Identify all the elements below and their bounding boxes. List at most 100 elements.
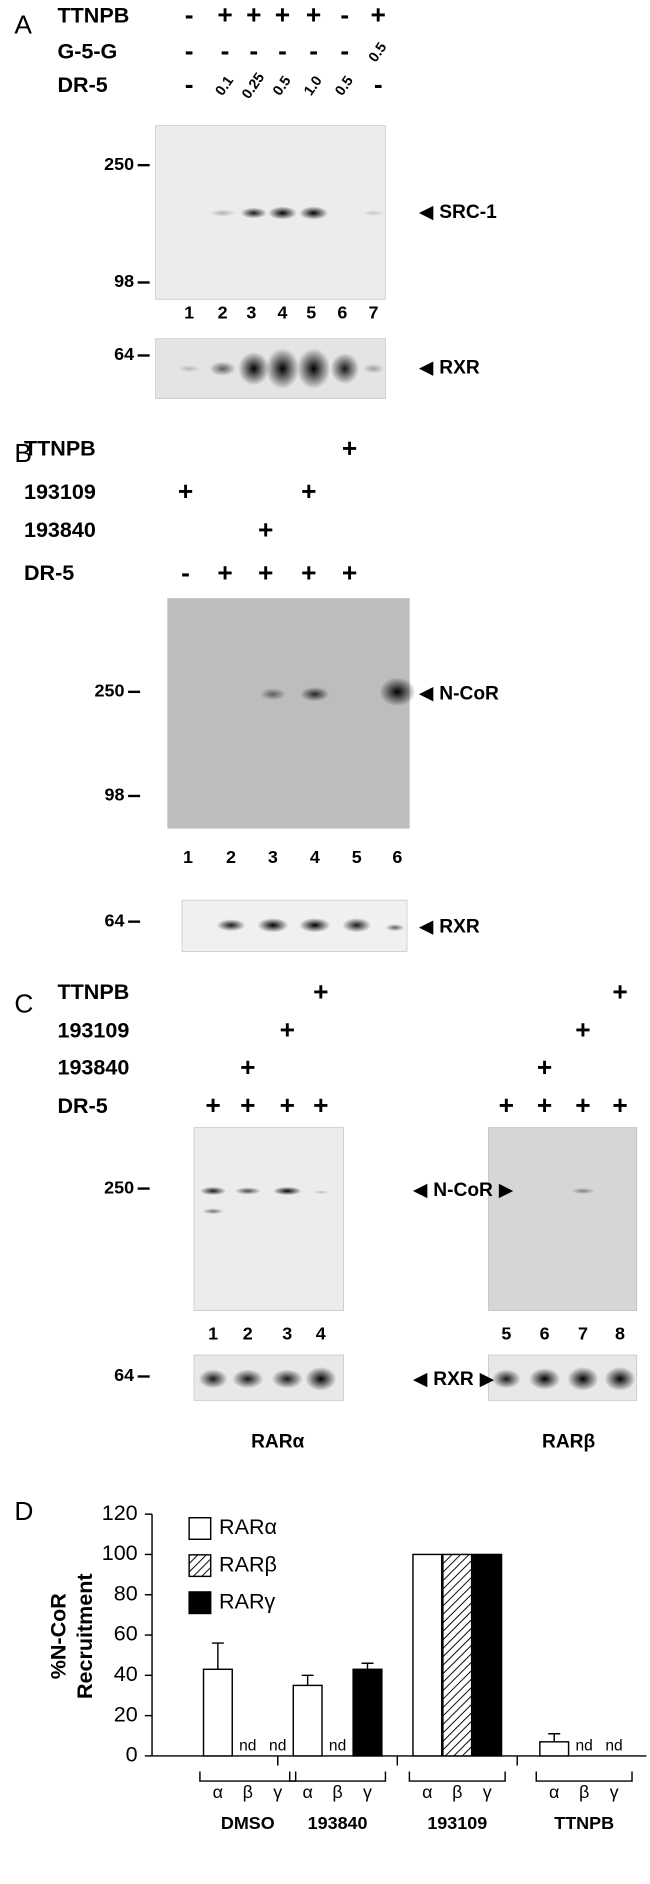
arrowhead	[418, 687, 434, 702]
arrowhead	[498, 1183, 514, 1199]
error-bar	[301, 1674, 314, 1686]
treatment-mark: +	[537, 1052, 552, 1082]
x-tick-label: 193840	[308, 1813, 368, 1833]
y-tick-label: 40	[114, 1662, 138, 1686]
blot-band	[199, 1186, 227, 1196]
blot-band	[300, 687, 330, 702]
lane-number: 7	[368, 302, 378, 322]
treatment-mark: +	[217, 0, 232, 30]
blot-band	[259, 688, 287, 701]
y-tick-label: 100	[102, 1541, 138, 1565]
receptor-label: RARα	[251, 1431, 304, 1452]
lane-number: 2	[226, 847, 236, 867]
row-label: 193840	[24, 518, 96, 542]
panel-label: B	[14, 438, 32, 468]
lane-number: 2	[218, 302, 228, 322]
bar	[472, 1553, 503, 1757]
legend-swatch	[188, 1591, 212, 1615]
treatment-mark: +	[246, 0, 261, 30]
sub-label: β	[579, 1782, 589, 1802]
treatment-mark: +	[371, 0, 386, 30]
treatment-mark: -	[185, 0, 194, 30]
treatment-mark: 0.5	[270, 73, 295, 99]
error-bar	[211, 1642, 224, 1670]
blot-band	[178, 365, 200, 373]
lane-number: 5	[352, 847, 362, 867]
blot-band	[570, 1187, 595, 1194]
blot-band	[567, 1366, 599, 1391]
lane-number: 6	[337, 302, 347, 322]
sub-label: γ	[273, 1782, 282, 1802]
treatment-mark: -	[181, 557, 190, 587]
sub-label: γ	[363, 1782, 372, 1802]
bar	[352, 1668, 383, 1757]
target-label: N-CoR	[439, 683, 499, 704]
blot-band	[299, 206, 328, 220]
blot-band	[604, 1366, 636, 1391]
blot-band	[271, 1369, 303, 1389]
blot-band	[362, 210, 385, 217]
y-tick-label: 120	[102, 1501, 138, 1525]
x-tick-label: DMSO	[221, 1813, 275, 1833]
treatment-mark: +	[258, 514, 273, 544]
target-label: N-CoR	[433, 1180, 493, 1201]
lane-number: 2	[243, 1323, 253, 1343]
blot-band	[379, 677, 416, 707]
blot-band	[198, 1369, 228, 1389]
bar	[442, 1553, 473, 1757]
blot	[167, 598, 410, 829]
value-label: nd	[239, 1737, 256, 1754]
blot-band	[265, 348, 300, 390]
sub-label: β	[243, 1782, 253, 1802]
blot-band	[268, 206, 297, 220]
lane-number: 5	[501, 1323, 511, 1343]
treatment-mark: +	[575, 1090, 590, 1120]
mw-marker: 250	[104, 154, 134, 174]
arrowhead	[412, 1183, 428, 1199]
sub-label: α	[422, 1782, 432, 1802]
blot-band	[342, 918, 372, 933]
treatment-mark: -	[309, 36, 318, 66]
lane-number: 6	[392, 847, 402, 867]
row-label: DR-5	[24, 561, 74, 585]
treatment-mark: 1.0	[301, 73, 326, 99]
blot-band	[312, 1190, 330, 1194]
lane-number: 7	[578, 1323, 588, 1343]
sub-label: α	[549, 1782, 559, 1802]
blot-band	[299, 918, 331, 933]
mw-marker: 64	[114, 344, 134, 364]
treatment-mark: +	[313, 976, 328, 1006]
blot-band	[330, 353, 360, 385]
treatment-mark: 0.25	[239, 70, 268, 102]
value-label: nd	[329, 1737, 346, 1754]
row-label: TTNPB	[57, 3, 129, 27]
treatment-mark: -	[185, 36, 194, 66]
bar	[539, 1741, 570, 1757]
blot-band	[232, 1369, 264, 1389]
row-label: 193109	[57, 1018, 129, 1042]
mw-marker: 64	[105, 910, 125, 930]
lane-number: 8	[615, 1323, 625, 1343]
blot-band	[257, 918, 289, 933]
target-label: SRC-1	[439, 202, 497, 223]
mw-marker: 98	[114, 271, 134, 291]
error-bar	[361, 1662, 374, 1670]
lane-number: 5	[306, 302, 316, 322]
treatment-mark: +	[205, 1090, 220, 1120]
sub-label: γ	[483, 1782, 492, 1802]
blot	[181, 899, 408, 952]
panel-label: A	[14, 9, 32, 39]
treatment-mark: +	[342, 433, 357, 463]
mw-marker: 250	[95, 681, 125, 701]
lane-number: 4	[316, 1323, 326, 1343]
blot-band	[305, 1366, 337, 1391]
group-bracket	[288, 1771, 387, 1782]
row-label: 193109	[24, 480, 96, 504]
row-label: 193840	[57, 1056, 129, 1080]
blot-band	[202, 1208, 224, 1215]
treatment-mark: +	[342, 557, 357, 587]
legend-swatch	[188, 1517, 212, 1540]
bar	[412, 1553, 443, 1757]
bar	[202, 1668, 233, 1757]
